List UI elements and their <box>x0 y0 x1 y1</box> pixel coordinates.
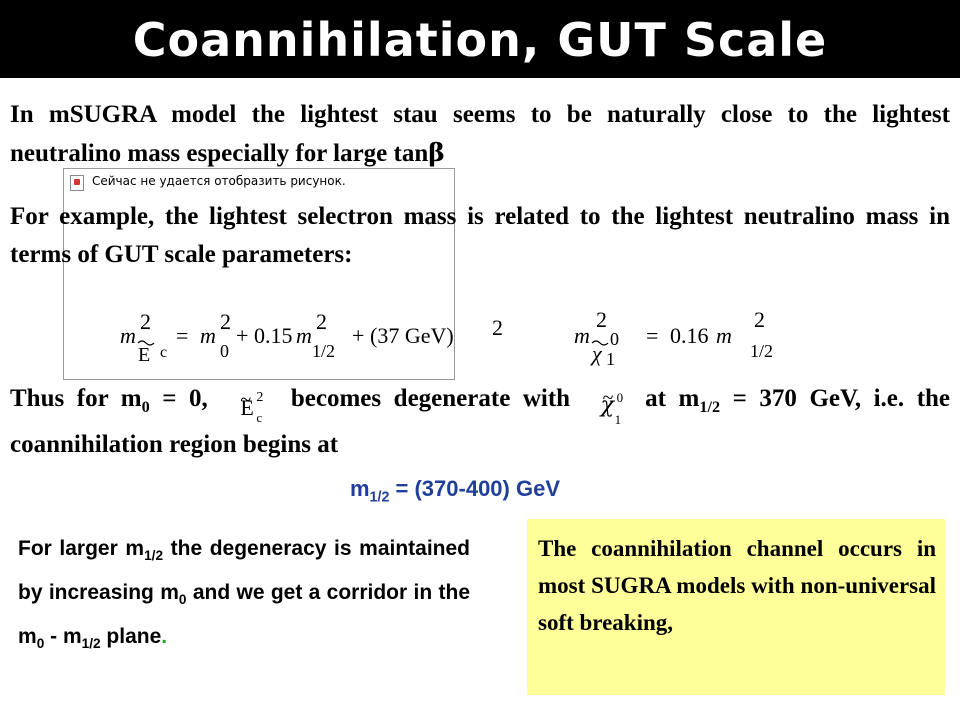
f2-m: m <box>574 323 590 348</box>
f1-c: c <box>160 344 167 361</box>
result-sub: 1/2 <box>369 489 390 506</box>
p4-d: - m <box>44 625 82 649</box>
f1-m0-sq: 2 <box>220 309 231 334</box>
formula-neutralino-mass: m 2 χ 1 0 = 0.16 m 2 1/2 <box>574 307 773 367</box>
p4-c-sub: 0 <box>36 636 45 652</box>
p4-b-sub: 0 <box>178 592 187 608</box>
slide-title: Coannihilation, GUT Scale <box>132 13 828 67</box>
f1-m: m <box>120 323 136 348</box>
beta-symbol: β <box>428 138 445 167</box>
f2-sq: 2 <box>596 307 607 332</box>
highlight-box <box>527 519 945 695</box>
p2-text: For example, the lightest selectron mass… <box>10 203 950 268</box>
neutralino-sup: 0 <box>616 390 624 406</box>
f1-tilde <box>137 340 155 346</box>
f1-E: E <box>138 344 150 366</box>
selectron-symbol: ~ E 2 c <box>220 385 278 425</box>
p3-a-sub: 0 <box>141 398 150 416</box>
f2-mhalf-sub: 1/2 <box>750 341 773 361</box>
neutralino-symbol: ~ χ 1 0 <box>583 385 633 427</box>
broken-image-icon <box>70 175 84 191</box>
f1-m0: m <box>200 323 216 348</box>
f1-eq: = <box>176 323 188 348</box>
f2-mhalf-sq: 2 <box>754 307 765 332</box>
coannihilation-result: m1/2 = (370-400) GeV <box>0 476 910 505</box>
f1-plus1: + <box>236 323 248 348</box>
f1-plus2: + <box>352 323 364 348</box>
f1-mhalf-sub: 1/2 <box>312 341 335 361</box>
p4-b: the degeneracy is maintained by increasi… <box>18 537 470 605</box>
p3-c: becomes degenerate with <box>290 385 583 412</box>
p3-d-sub: 1/2 <box>699 398 721 416</box>
title-bar <box>0 0 960 78</box>
p5-text: The coannihilation channel occurs in mos… <box>538 536 936 635</box>
p4-e: plane <box>100 625 162 649</box>
neutralino-sub: 1 <box>614 412 622 428</box>
p4-dot: . <box>161 625 168 649</box>
f2-chi-sup: 0 <box>610 329 619 349</box>
f1-sq: 2 <box>140 309 151 334</box>
p4-a: For larger m <box>18 537 145 560</box>
f2-mhalf: m <box>716 323 732 348</box>
formula-selectron-mass: m 2 E c = m 2 0 + 0.15 m 2 1/2 + (37 GeV… <box>120 309 503 366</box>
p3-a: Thus for m <box>10 385 142 412</box>
broken-image-placeholder: Сейчас не удается отобразить рисунок. <box>63 168 455 380</box>
f1-mhalf: m <box>296 323 312 348</box>
f1-gev-sq: 2 <box>492 315 503 340</box>
p4-c: and we get a corridor in the m <box>18 581 471 649</box>
p4-a-sub: 1/2 <box>144 548 164 564</box>
p3-d: at m <box>645 385 700 412</box>
result-m: m <box>349 476 370 501</box>
broken-image-message: Сейчас не удается отобразить рисунок. <box>92 174 346 188</box>
f1-mhalf-sq: 2 <box>316 309 327 334</box>
f1-m0-sub: 0 <box>220 341 229 361</box>
p3-b: = 0, <box>149 385 208 412</box>
p3-e: = 370 GeV, i.e. the coannihilation regio… <box>10 385 951 458</box>
f2-eq: = <box>646 323 658 348</box>
paragraph-stau-neutralino: In mSUGRA model the lightest stau seems … <box>10 96 950 173</box>
f1-coef: 0.15 <box>254 323 293 348</box>
f1-gev: (37 GeV) <box>370 323 454 348</box>
selectron-sub: c <box>256 410 263 426</box>
f2-tilde <box>591 340 609 346</box>
paragraph-sugra-models: The coannihilation channel occurs in mos… <box>538 530 936 641</box>
f2-coef: 0.16 <box>670 323 709 348</box>
selectron-sq: 2 <box>256 390 264 406</box>
p1-text: In mSUGRA model the lightest stau seems … <box>10 101 950 167</box>
p4-d-sub: 1/2 <box>81 636 101 652</box>
paragraph-degenerate: Thus for m0 = 0, ~ E 2 c becomes degener… <box>10 380 950 464</box>
result-rest: = (370-400) GeV <box>389 476 561 501</box>
f2-chi-sub: 1 <box>606 349 615 367</box>
f2-chi: χ <box>590 341 603 366</box>
paragraph-selectron: For example, the lightest selectron mass… <box>10 198 950 274</box>
paragraph-corridor: For larger m1/2 the degeneracy is mainta… <box>18 530 470 663</box>
